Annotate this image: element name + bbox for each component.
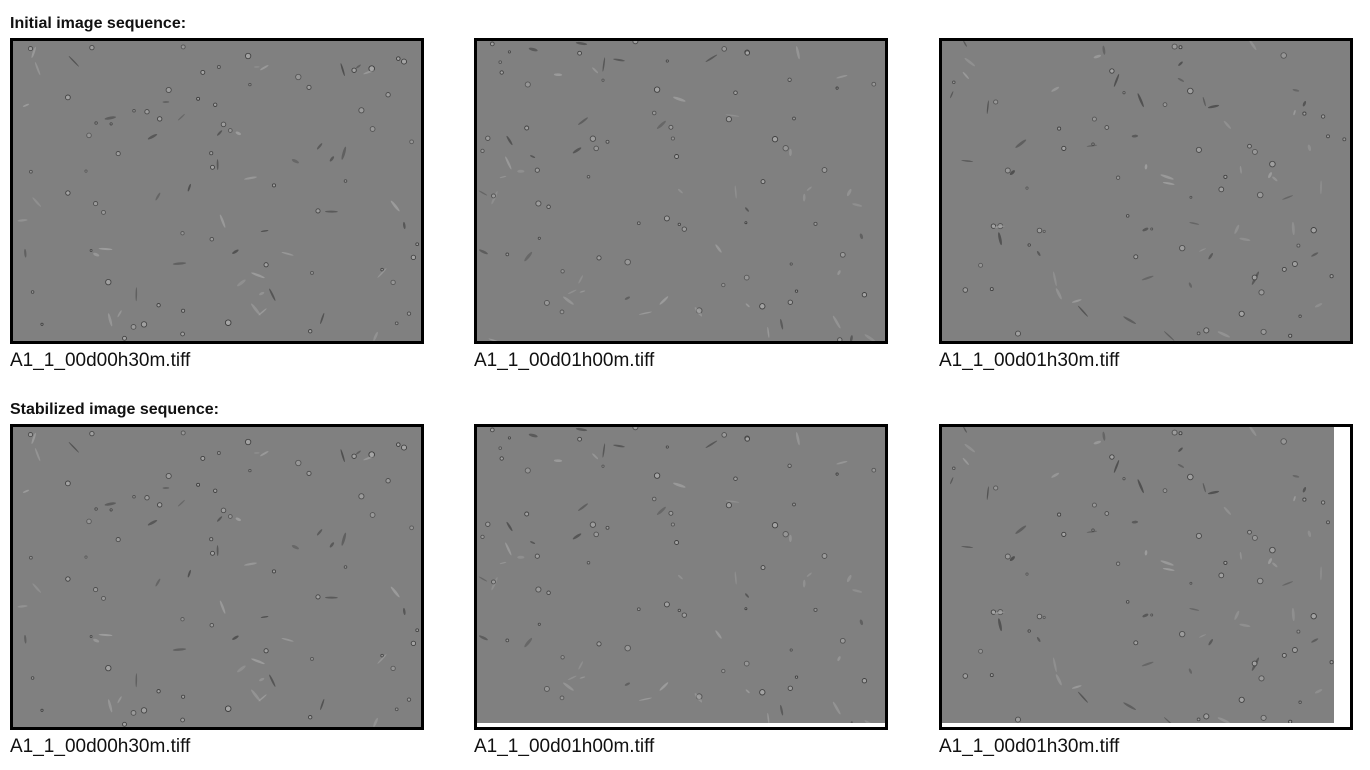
stabilization-padding-bottom [477, 723, 885, 727]
stabilized-image-3[interactable] [939, 424, 1353, 730]
cell-texture [13, 41, 421, 341]
stabilization-padding-right [1334, 427, 1350, 727]
cell-texture [477, 41, 885, 341]
stabilized-image-2[interactable] [474, 424, 888, 730]
stabilized-image-3-caption: A1_1_00d01h30m.tiff [939, 736, 1120, 757]
stabilized-sequence-title: Stabilized image sequence: [10, 401, 219, 418]
cell-texture [942, 427, 1350, 727]
initial-sequence-title: Initial image sequence: [10, 15, 187, 32]
cell-texture [13, 427, 421, 727]
stabilization-padding-bottom [942, 723, 1350, 727]
initial-image-1-caption: A1_1_00d00h30m.tiff [10, 350, 191, 371]
initial-image-1[interactable] [10, 38, 424, 344]
initial-image-2[interactable] [474, 38, 888, 344]
initial-image-3-caption: A1_1_00d01h30m.tiff [939, 350, 1120, 371]
cell-texture [942, 41, 1350, 341]
cell-texture [477, 427, 885, 727]
stabilized-image-1-caption: A1_1_00d00h30m.tiff [10, 736, 191, 757]
initial-image-3[interactable] [939, 38, 1353, 344]
stabilized-image-2-caption: A1_1_00d01h00m.tiff [474, 736, 655, 757]
stabilized-image-1[interactable] [10, 424, 424, 730]
initial-image-2-caption: A1_1_00d01h00m.tiff [474, 350, 655, 371]
